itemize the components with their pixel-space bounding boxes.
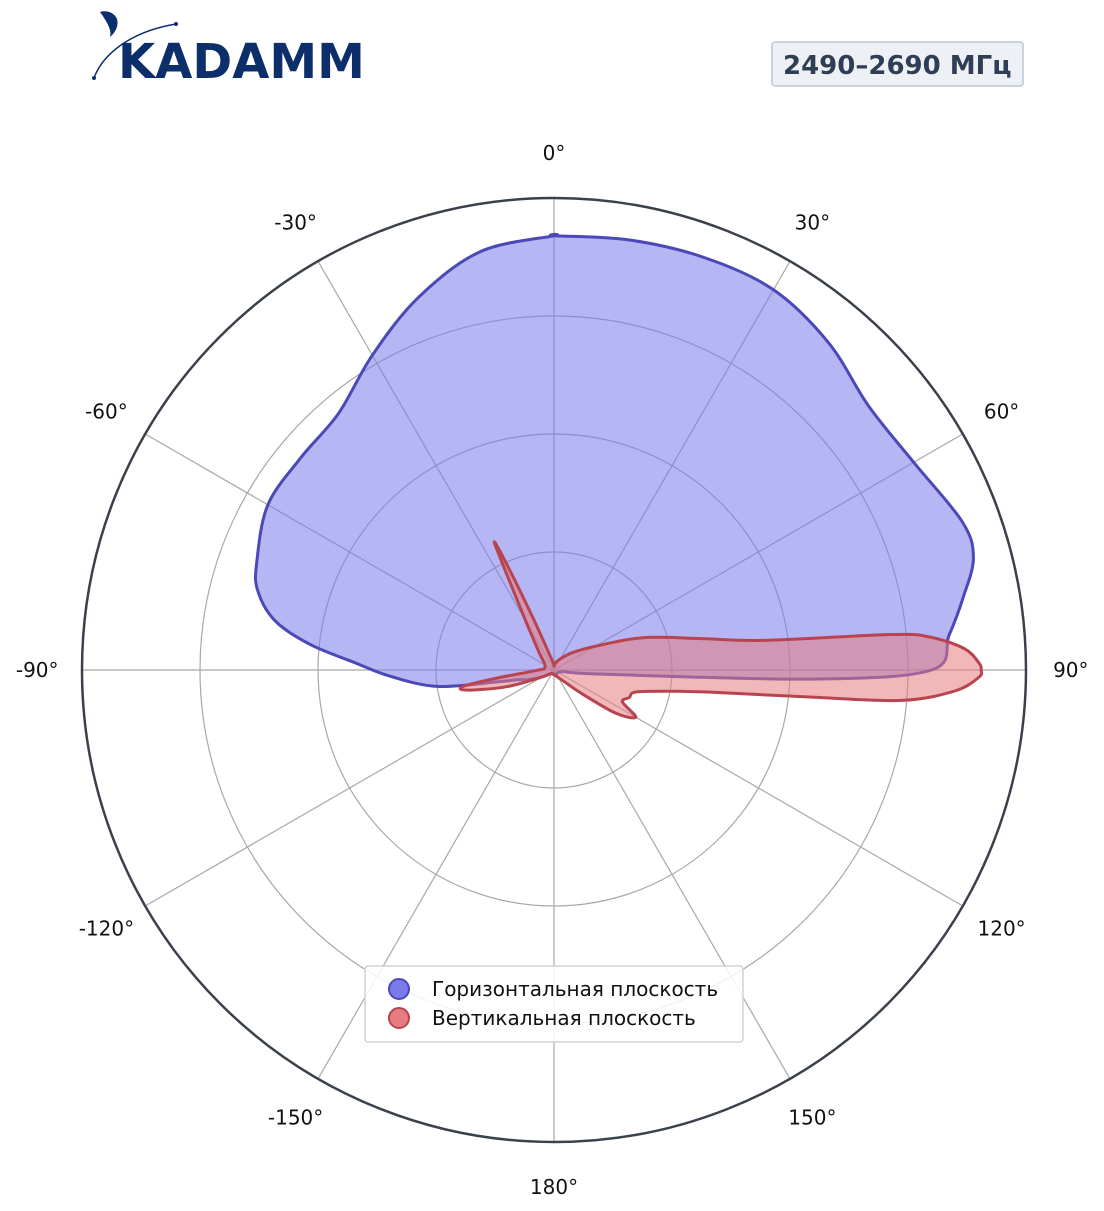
angle-tick-label: 0°	[543, 141, 566, 165]
angular-gridline	[317, 669, 555, 1080]
legend-marker-vertical	[388, 1007, 410, 1029]
legend-label-vertical: Вертикальная плоскость	[432, 1006, 696, 1030]
outer-ring-layer	[80, 196, 1028, 1144]
angle-tick-label: -90°	[16, 658, 59, 682]
angle-tick-label: -60°	[85, 400, 128, 424]
logo-drop-icon	[100, 11, 118, 38]
angle-tick-label: -30°	[274, 210, 317, 234]
series-layer	[253, 232, 984, 720]
angle-tick-label: 180°	[530, 1175, 578, 1199]
angle-tick-label: 90°	[1053, 658, 1088, 682]
angle-tick-label: 60°	[984, 400, 1019, 424]
series-horizontal-plane	[253, 232, 975, 689]
legend-label-horizontal: Горизонтальная плоскость	[432, 977, 718, 1001]
legend-marker-horizontal	[388, 978, 410, 1000]
angle-tick-label: -150°	[268, 1106, 323, 1130]
angle-tick-labels: 0° 30° 60° 90° 120° 150° 180° -150° -120° -90° -60…	[16, 141, 1089, 1199]
logo-swoosh-icon	[93, 23, 177, 79]
outer-ring	[80, 196, 1028, 1144]
angular-gridline	[144, 669, 555, 907]
frequency-badge: 2490–2690 МГц	[771, 41, 1024, 87]
angle-tick-label: -120°	[79, 916, 134, 940]
legend: Горизонтальная плоскость Вертикальная пл…	[364, 965, 744, 1043]
series-vertical-plane	[458, 540, 984, 720]
angle-tick-label: 150°	[788, 1106, 836, 1130]
logo-wordmark: KADAMM	[118, 34, 365, 88]
legend-box	[364, 965, 744, 1043]
angular-gridline	[553, 669, 791, 1080]
kadamm-logo: KADAMM	[92, 11, 365, 88]
angle-tick-label: 120°	[978, 916, 1026, 940]
angle-tick-label: 30°	[795, 210, 830, 234]
